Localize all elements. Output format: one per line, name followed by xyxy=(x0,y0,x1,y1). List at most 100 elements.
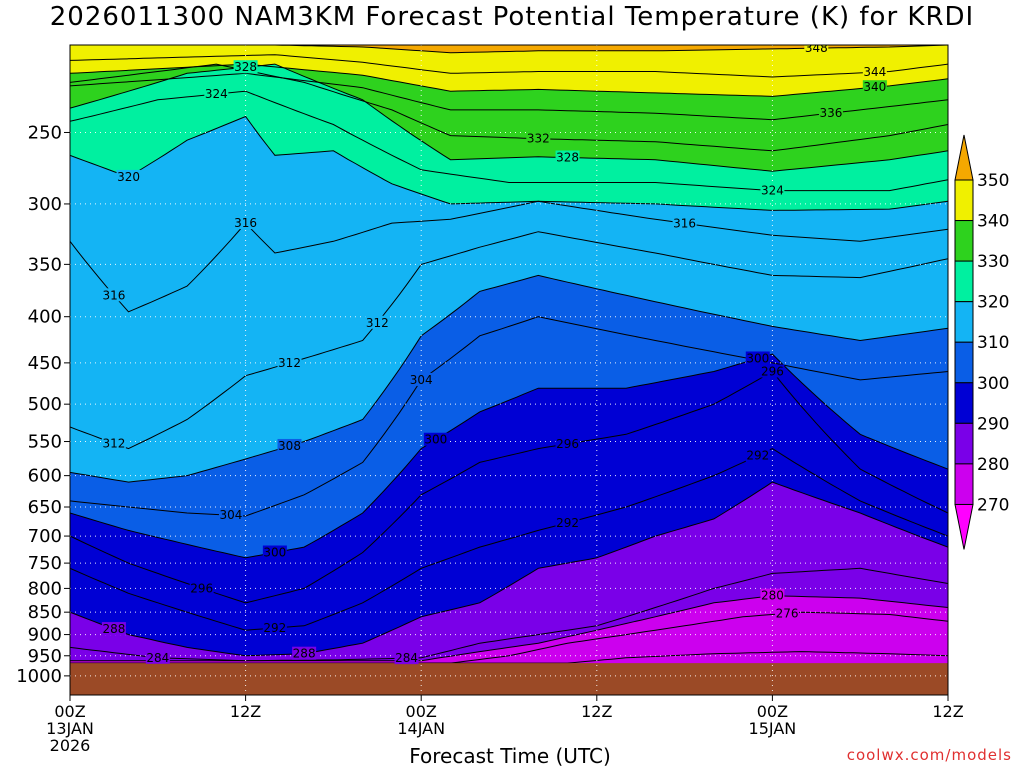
x-tick-label: 00Z xyxy=(406,702,437,721)
x-tick-label: 00Z xyxy=(757,702,788,721)
contour-label: 292 xyxy=(263,621,286,635)
colorbar-segment xyxy=(954,179,974,222)
isentrope-272 xyxy=(70,651,948,664)
y-tick-label: 600 xyxy=(28,466,62,487)
contour-label-bg xyxy=(233,216,258,230)
x-tick-label: 00Z xyxy=(54,702,85,721)
contour-label: 292 xyxy=(556,516,579,530)
contour-label: 300 xyxy=(424,433,447,447)
contour-label-bg xyxy=(862,80,887,94)
contour-label: 316 xyxy=(673,216,696,230)
band-320 xyxy=(70,116,948,312)
isentrope-340 xyxy=(70,63,948,97)
contour-label: 332 xyxy=(527,132,550,146)
y-tick-label: 500 xyxy=(28,394,62,415)
contour-label: 284 xyxy=(146,651,169,665)
contour-label-bg xyxy=(526,131,551,145)
contour-label-bg xyxy=(745,448,770,462)
chart-title: 2026011300 NAM3KM Forecast Potential Tem… xyxy=(49,2,975,32)
x-tick-label: 14JAN xyxy=(397,719,445,738)
colorbar-label: 320 xyxy=(977,293,1009,313)
band-316 xyxy=(70,201,948,449)
isentrope-288 xyxy=(70,481,948,657)
y-tick-label: 900 xyxy=(28,625,62,646)
contour-label: 348 xyxy=(805,41,828,55)
contour-label: 312 xyxy=(278,356,301,370)
x-tick-label: 2026 xyxy=(50,736,91,755)
isentrope-348 xyxy=(70,45,948,54)
ground-fill xyxy=(70,663,948,695)
band-304 xyxy=(70,316,948,558)
colorbar-label: 350 xyxy=(977,171,1009,191)
contour-label-bg xyxy=(189,581,214,595)
colorbar-label: 300 xyxy=(977,374,1009,394)
x-tick-label: 12Z xyxy=(230,702,261,721)
contour-label-bg xyxy=(394,651,419,665)
y-tick-label: 700 xyxy=(28,526,62,547)
contour-label: 280 xyxy=(761,589,784,603)
contour-label-bg xyxy=(760,364,785,378)
y-tick-label: 650 xyxy=(28,497,62,518)
band-348 xyxy=(70,45,948,77)
contour-label-bg xyxy=(862,65,887,79)
contour-label: 276 xyxy=(776,606,799,620)
contour-label: 296 xyxy=(190,581,213,595)
contour-label-bg xyxy=(292,646,317,660)
contour-label-bg xyxy=(277,355,302,369)
x-tick-label: 12Z xyxy=(932,702,963,721)
colorbar-cap-top xyxy=(954,134,974,181)
contour-label-bg xyxy=(233,60,258,74)
ground-layer xyxy=(70,663,948,695)
contour-label: 324 xyxy=(761,184,784,198)
contour-label: 312 xyxy=(366,316,389,330)
contour-label-bg xyxy=(262,545,287,559)
contour-label: 316 xyxy=(234,216,257,230)
y-tick-label: 950 xyxy=(28,646,62,667)
contour-label-bg xyxy=(262,620,287,634)
y-tick-label: 550 xyxy=(28,432,62,453)
contour-label: 296 xyxy=(556,437,579,451)
contour-label-bg xyxy=(101,288,126,302)
contour-label: 304 xyxy=(410,373,433,387)
colorbar-label: 340 xyxy=(977,212,1009,232)
isentrope-304 xyxy=(70,316,948,517)
contour-label-bg xyxy=(760,183,785,197)
y-tick-label: 750 xyxy=(28,553,62,574)
x-tick-label: 13JAN xyxy=(46,719,94,738)
contour-label-bg xyxy=(775,606,800,620)
isentrope-280 xyxy=(70,595,948,662)
isentrope-292 xyxy=(70,448,948,631)
contour-label-bg xyxy=(760,588,785,602)
contour-label: 336 xyxy=(819,106,842,120)
contour-label-bg xyxy=(555,150,580,164)
isentrope-308 xyxy=(70,274,948,483)
contour-label-bg xyxy=(423,432,448,446)
credit-link[interactable]: coolwx.com/models xyxy=(846,746,1012,764)
y-tick-label: 300 xyxy=(28,194,62,215)
x-tick-label: 15JAN xyxy=(749,719,797,738)
x-tick-label: 12Z xyxy=(581,702,612,721)
contour-label-bg xyxy=(672,216,697,230)
band-336 xyxy=(70,64,948,151)
contour-label: 328 xyxy=(556,151,579,165)
contour-label: 296 xyxy=(761,364,784,378)
plot-frame xyxy=(69,44,949,696)
colorbar-segment xyxy=(954,422,974,465)
x-axis-label: Forecast Time (UTC) xyxy=(409,744,611,768)
y-axis: 2503003504004505005506006507007508008509… xyxy=(16,122,70,687)
contour-label-bg xyxy=(804,45,829,55)
isentrope-284 xyxy=(70,567,948,662)
colorbar-label: 270 xyxy=(977,495,1009,515)
y-tick-label: 350 xyxy=(28,254,62,275)
contour-label-bg xyxy=(204,87,229,101)
band-344 xyxy=(70,54,948,97)
colorbar-cap-bottom xyxy=(954,503,974,550)
contour-label-bg xyxy=(745,351,770,365)
band-300 xyxy=(70,354,948,603)
contour-label: 316 xyxy=(102,288,125,302)
contour-label-bg xyxy=(218,508,243,522)
isentrope-336 xyxy=(70,72,948,121)
band-308 xyxy=(70,275,948,516)
